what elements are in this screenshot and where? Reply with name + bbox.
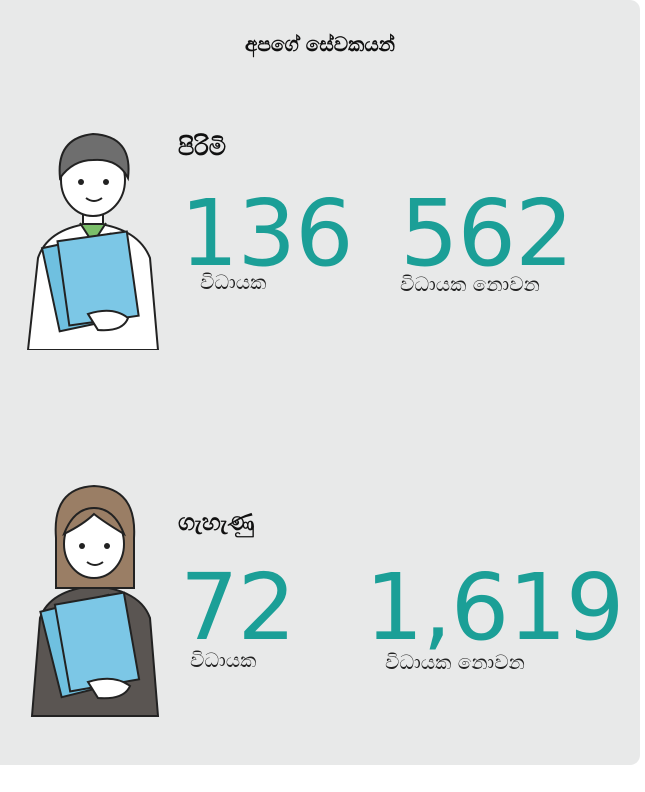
group-label: ගැහැණු (178, 508, 254, 536)
title: අපගේ සේවකයන් (0, 32, 640, 56)
stat-label: විධායක (190, 648, 256, 672)
stat-value: 136 (180, 188, 353, 280)
page: අපගේ සේවකයන් පිරිමි 136 විධායක 562 විධාය… (0, 0, 645, 792)
female-illustration (22, 478, 167, 718)
card: අපගේ සේවකයන් පිරිමි 136 විධායක 562 විධාය… (0, 0, 640, 765)
stat-label: විධායක නොවන (385, 650, 525, 674)
stat-label: විධායක නොවන (400, 272, 540, 296)
stat-label: විධායක (200, 270, 266, 294)
stat-value: 562 (400, 188, 573, 280)
stat-value: 72 (180, 562, 295, 654)
male-illustration (18, 118, 168, 350)
stat-value: 1,619 (365, 562, 623, 654)
group-label: පිරිමි (178, 133, 226, 161)
